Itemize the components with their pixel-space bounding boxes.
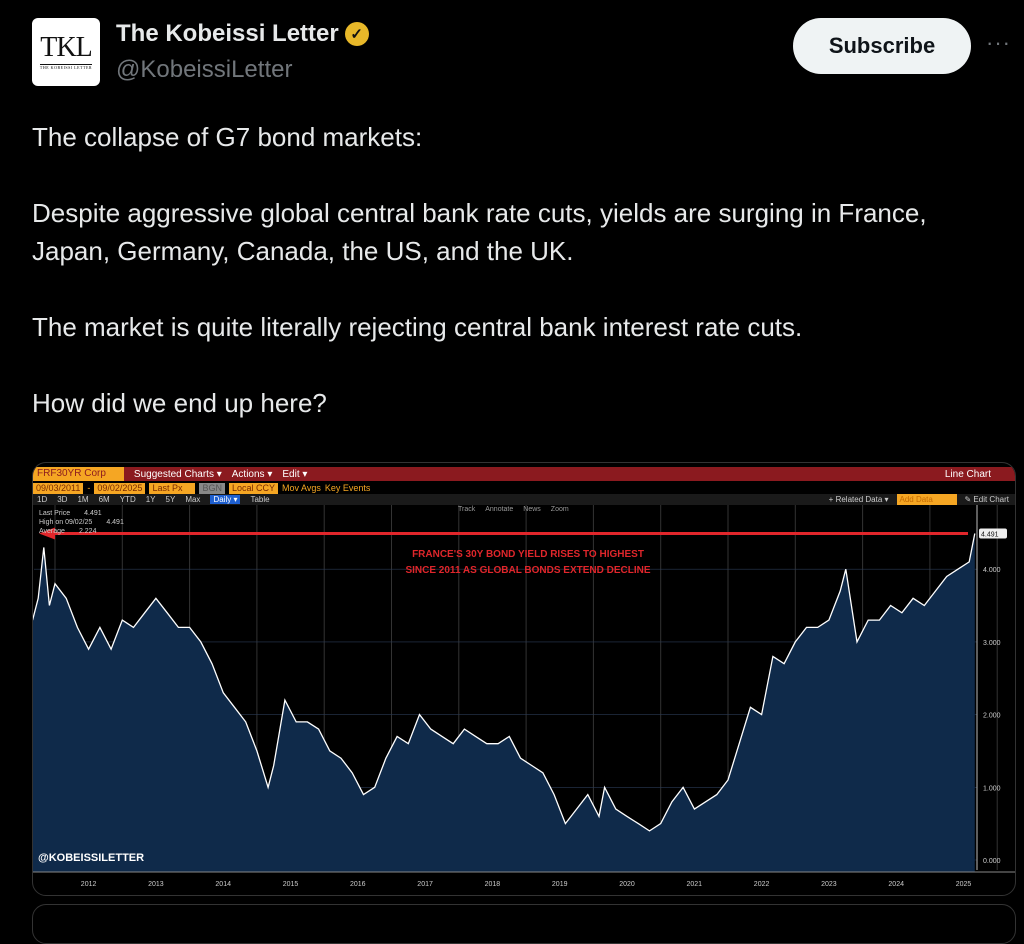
verified-badge-icon: ✓	[344, 22, 369, 46]
x-tick-label: 2025	[956, 881, 972, 888]
tweet-paragraph: Despite aggressive global central bank r…	[32, 198, 927, 266]
x-tick-label: 2024	[888, 881, 904, 888]
author-handle[interactable]: @KobeissiLetter	[116, 56, 293, 83]
chart-annotation: FRANCE'S 30Y BOND YIELD RISES TO HIGHEST…	[405, 549, 651, 576]
x-tick-label: 2015	[283, 881, 299, 888]
avatar[interactable]: TKL THE KOBEISSI LETTER	[32, 18, 100, 86]
chart-image[interactable]: FRF30YR Corp Suggested Charts ▾ Actions …	[32, 462, 1016, 896]
series-area	[33, 533, 975, 872]
x-tick-label: 2017	[417, 881, 433, 888]
y-tick-label: 1.000	[983, 785, 1001, 792]
series-line	[33, 533, 976, 832]
tweet-paragraph: How did we end up here?	[32, 388, 327, 418]
x-tick-label: 2013	[148, 881, 164, 888]
more-options-icon[interactable]: ···	[986, 30, 1011, 55]
terminal-ranges: 1D 3D 1M 6M YTD 1Y 5Y Max Daily ▾ Table + Relat…	[33, 494, 1015, 505]
terminal-header: FRF30YR Corp Suggested Charts ▾ Actions …	[33, 467, 1015, 481]
y-tick-label: 2.000	[983, 713, 1001, 720]
arrow-head	[39, 527, 55, 540]
tweet-text: The collapse of G7 bond markets: Despite…	[32, 118, 992, 460]
ticker: FRF30YR Corp	[33, 467, 124, 481]
y-tick-label: 4.000	[983, 567, 1001, 574]
terminal-options: 09/03/2011- 09/02/2025 Last Px BGN Local…	[33, 482, 1015, 494]
x-tick-label: 2014	[215, 881, 231, 888]
chart-legend: Last Price 4.491 High on 09/02/25 4.491 Av…	[39, 510, 124, 535]
subscribe-button[interactable]: Subscribe	[793, 18, 971, 74]
x-tick-label: 2018	[485, 881, 501, 888]
x-tick-label: 2012	[81, 881, 97, 888]
edit-menu: Edit ▾	[282, 468, 308, 480]
watermark: @KOBEISSILETTER	[38, 852, 145, 864]
last-value-label: 4.491	[981, 532, 999, 539]
x-tick-label: 2022	[754, 881, 770, 888]
x-tick-label: 2016	[350, 881, 366, 888]
x-tick-label: 2023	[821, 881, 837, 888]
last-value-tag	[979, 528, 1007, 539]
x-tick-label: 2021	[687, 881, 703, 888]
actions-menu: Actions ▾	[231, 468, 273, 480]
suggested-charts-menu: Suggested Charts ▾	[133, 468, 222, 480]
x-tick-label: 2019	[552, 881, 568, 888]
yield-chart: 0.0001.0002.0003.0004.0004.4912011201220…	[33, 505, 1015, 888]
line-chart-label: Line Chart	[944, 468, 991, 480]
author-name[interactable]: The Kobeissi Letter ✓	[116, 20, 369, 48]
y-tick-label: 3.000	[983, 640, 1001, 647]
y-tick-label: 0.000	[983, 858, 1001, 865]
tweet-paragraph: The collapse of G7 bond markets:	[32, 122, 423, 152]
tweet-paragraph: The market is quite literally rejecting …	[32, 312, 803, 342]
chart-tools: Track Annotate News Zoom	[458, 506, 569, 513]
x-tick-label: 2020	[619, 881, 635, 888]
next-card	[32, 904, 1016, 944]
